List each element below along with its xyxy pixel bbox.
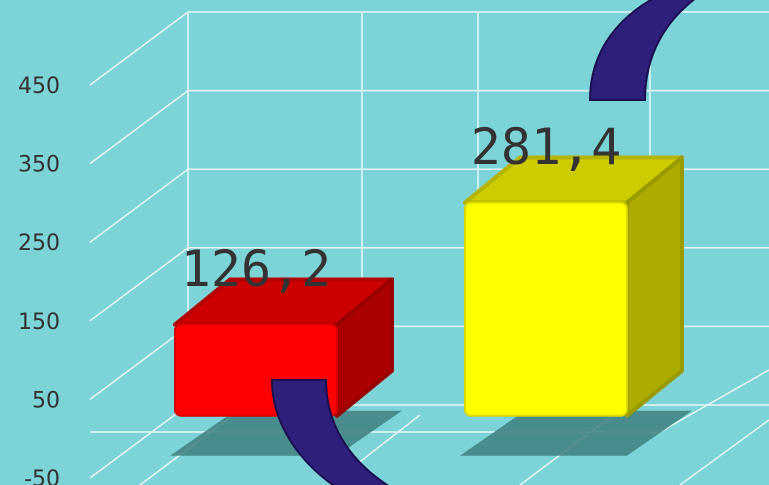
value-label: 281,4 [471, 118, 622, 176]
y-tick-label: 450 [18, 74, 60, 99]
value-label: 126,2 [181, 240, 332, 298]
bar-shadow [460, 410, 692, 456]
bar-side [625, 155, 684, 418]
y-tick-label: 350 [18, 153, 60, 178]
y-tick-label: 250 [18, 231, 60, 256]
decoration-arc [270, 379, 390, 485]
y-tick-label: -50 [24, 467, 60, 485]
grid-line [89, 11, 769, 86]
y-tick-label: 50 [32, 388, 60, 413]
y-tick-label: 150 [18, 310, 60, 335]
grid-line [89, 89, 769, 165]
bar [463, 155, 684, 418]
decoration-arc [588, 0, 696, 101]
bar-front [464, 201, 628, 417]
